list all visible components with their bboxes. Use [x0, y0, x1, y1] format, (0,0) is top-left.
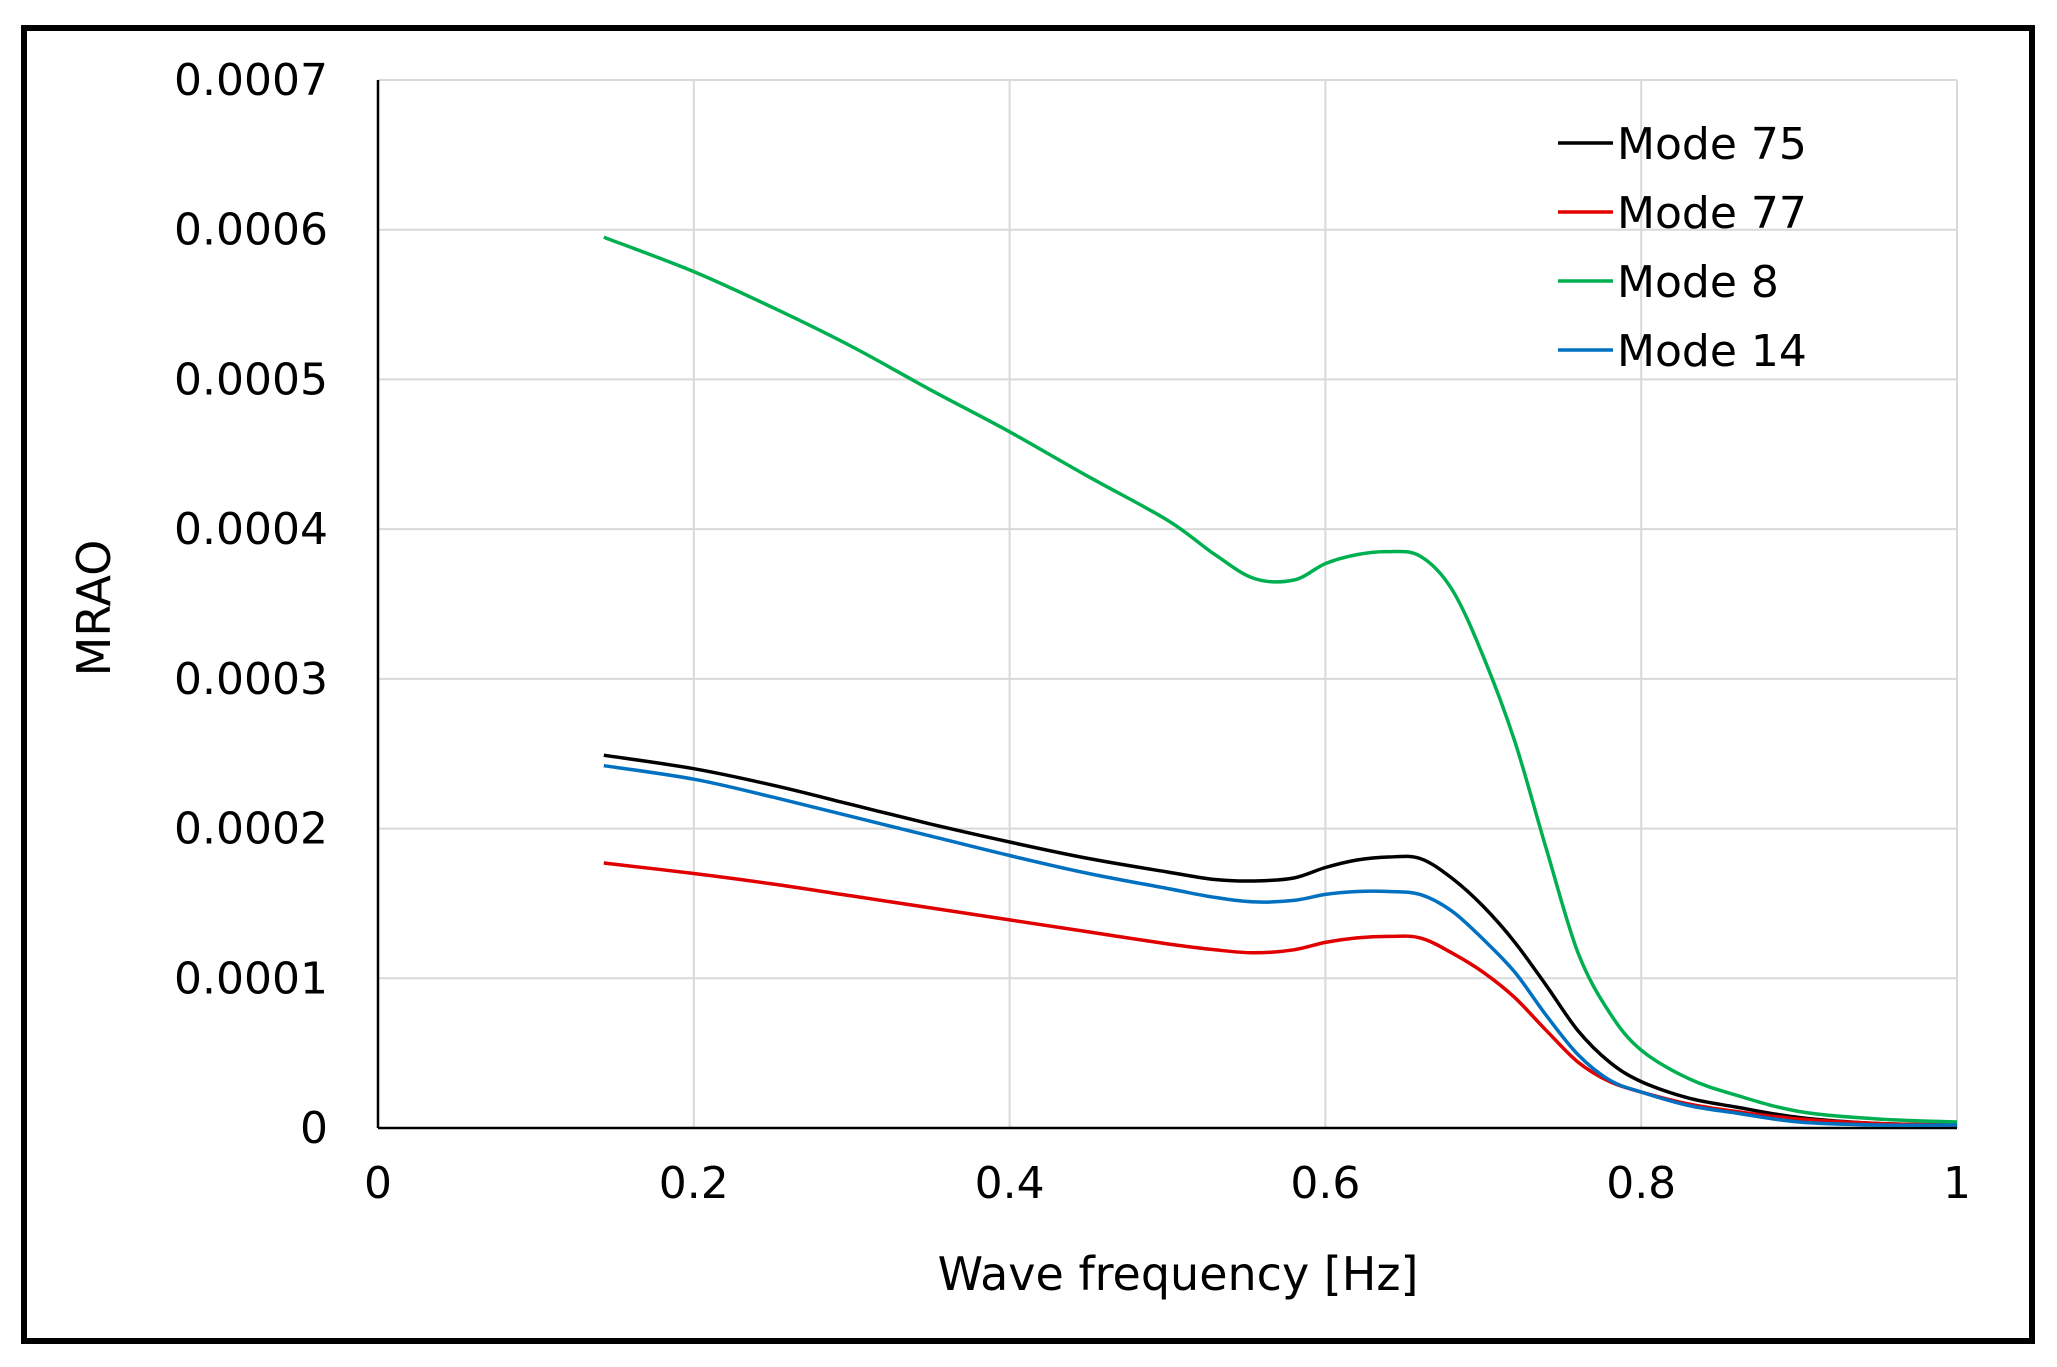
x-axis-label: Wave frequency [Hz]	[938, 1247, 1419, 1301]
x-tick-label: 1	[1943, 1158, 1971, 1209]
legend: Mode 75 Mode 77 Mode 8 Mode 14	[1558, 119, 1807, 377]
legend-label-mode-8: Mode 8	[1617, 257, 1779, 308]
series-line-mode-14	[603, 763, 1958, 1127]
y-tick-label: 0.0002	[174, 804, 328, 855]
y-tick-label: 0.0001	[174, 953, 328, 1004]
outer-border	[21, 25, 2035, 1344]
series-line-mode-8	[603, 235, 1958, 1124]
y-tick-label: 0.0005	[174, 354, 328, 405]
x-tick-label: 0.8	[1606, 1158, 1676, 1209]
y-tick-label: 0.0006	[174, 205, 328, 256]
x-tick-label: 0.4	[975, 1158, 1045, 1209]
y-tick-label: 0.0007	[174, 55, 328, 106]
y-tick-label: 0	[300, 1103, 328, 1154]
plot-area	[603, 235, 1958, 1127]
x-tick-label: 0	[364, 1158, 392, 1209]
tick-labels: 0 0.2 0.4 0.6 0.8 1 0 0.0001 0.0002 0.0003 0.0004 0…	[174, 55, 1971, 1209]
x-tick-label: 0.6	[1290, 1158, 1360, 1209]
x-tick-label: 0.2	[659, 1158, 729, 1209]
series-line-mode-75	[603, 753, 1958, 1127]
legend-label-mode-14: Mode 14	[1617, 326, 1807, 377]
y-tick-label: 0.0004	[174, 504, 328, 555]
y-tick-label: 0.0003	[174, 654, 328, 705]
y-axis-label: MRAO	[67, 540, 121, 677]
legend-label-mode-77: Mode 77	[1617, 188, 1807, 239]
gridlines	[378, 79, 1958, 1128]
legend-label-mode-75: Mode 75	[1617, 119, 1807, 170]
axes	[376, 80, 1957, 1130]
